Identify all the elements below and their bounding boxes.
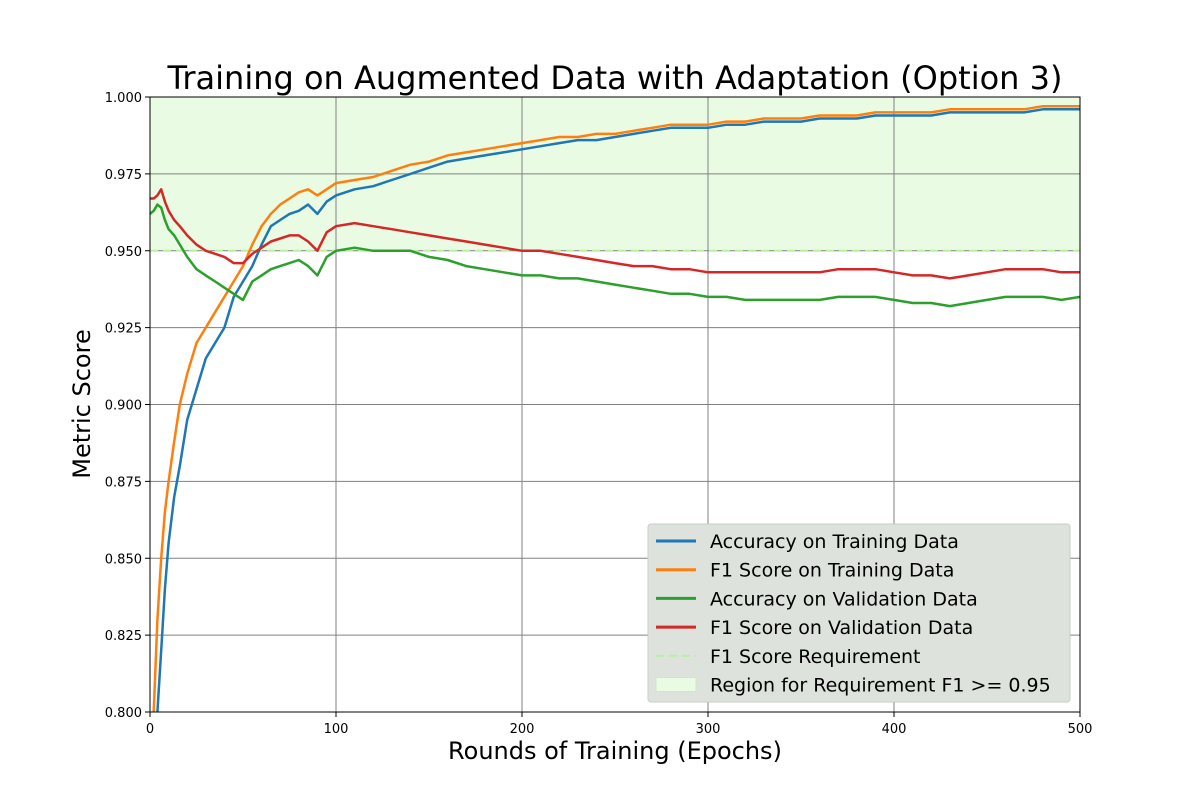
series-line-4	[150, 188, 1080, 280]
y-axis-label: Metric Score	[68, 329, 96, 478]
chart-title: Training on Augmented Data with Adaptati…	[167, 59, 1063, 97]
legend-box	[647, 523, 1071, 703]
y-tick-label: 0.900	[105, 399, 142, 414]
y-tick-label: 0.925	[105, 322, 142, 337]
legend-label: F1 Score Requirement	[710, 646, 921, 668]
plot-area: 0 100 200 300 400 500 0.800 0.825 0.850 0.875 0.90…	[105, 91, 1093, 737]
x-tick-label: 500	[1068, 722, 1093, 737]
y-tick-label: 0.875	[105, 475, 142, 490]
legend-label: Region for Requirement F1 >= 0.95	[710, 675, 1051, 697]
series-line-2	[152, 104, 1080, 712]
y-tick-label: 0.800	[105, 706, 142, 721]
y-tick-label: 0.850	[105, 552, 142, 567]
series-group	[150, 104, 1080, 712]
x-tick-label: 300	[696, 722, 721, 737]
x-tick-label: 0	[146, 722, 154, 737]
x-tick-label: 100	[324, 722, 349, 737]
legend-label: F1 Score on Validation Data	[710, 617, 973, 639]
y-tick-label: 0.825	[105, 629, 142, 644]
x-axis-label: Rounds of Training (Epochs)	[448, 737, 782, 765]
y-tick-label: 0.975	[105, 168, 142, 183]
y-tick-label: 1.000	[105, 91, 142, 106]
legend: Accuracy on Training Data F1 Score on Tra…	[647, 523, 1071, 703]
x-tick-label: 400	[882, 722, 907, 737]
series-line-3	[150, 203, 1080, 308]
legend-label: Accuracy on Training Data	[710, 531, 959, 553]
legend-label: Accuracy on Validation Data	[710, 588, 978, 610]
legend-swatch-patch	[655, 677, 697, 692]
legend-label: F1 Score on Training Data	[710, 560, 954, 582]
y-tick-label: 0.950	[105, 245, 142, 260]
x-tick-label: 200	[510, 722, 535, 737]
series-line-1	[156, 108, 1080, 712]
